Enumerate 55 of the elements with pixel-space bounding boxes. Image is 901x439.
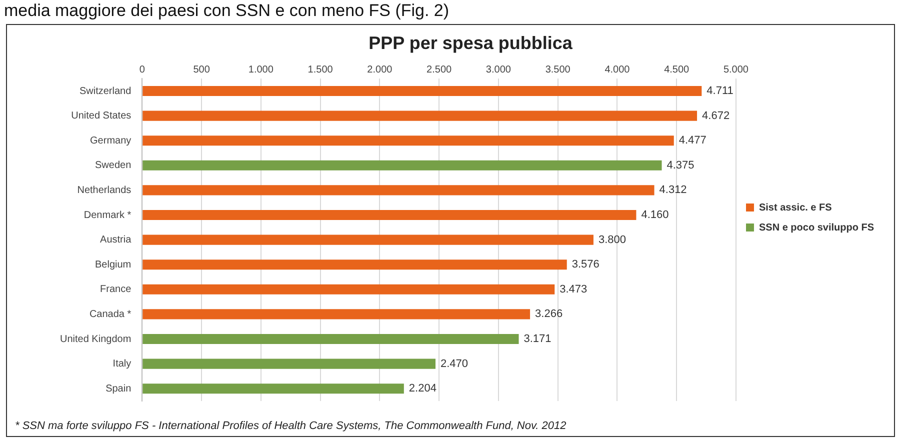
- data-label: 4.672: [702, 110, 730, 122]
- text: media maggiore dei paesi con SSN e con meno FS (Fig. 2): [3, 0, 450, 22]
- legend-label: Sist assic. e FS: [758, 202, 832, 214]
- y-tick-label: France: [100, 284, 132, 296]
- x-tick-label: 2.000: [367, 64, 393, 76]
- bar: [142, 160, 662, 170]
- data-label: 4.160: [641, 209, 669, 222]
- x-tick-label: 5.000: [723, 64, 749, 76]
- x-tick-label: 4.000: [604, 64, 630, 76]
- x-tick-label: 0: [139, 64, 146, 76]
- y-tick-label: Italy: [112, 358, 132, 370]
- data-label: 4.711: [706, 85, 734, 98]
- x-tick-label: 1.000: [248, 64, 274, 76]
- chart-title: PPP per spesa pubblica: [368, 32, 574, 53]
- bar: [142, 136, 674, 146]
- bar: [142, 334, 519, 344]
- legend-label: SSN e poco sviluppo FS: [758, 222, 874, 234]
- y-tick-label: United States: [71, 110, 132, 122]
- y-tick-label: Denmark *: [84, 210, 132, 221]
- x-tick-label: 3.500: [545, 64, 571, 76]
- bar: [142, 358, 436, 369]
- x-tick-label: 3.000: [486, 64, 512, 76]
- data-label: 4.312: [659, 184, 687, 196]
- y-tick-label: Belgium: [95, 259, 132, 270]
- data-label: 2.470: [440, 358, 468, 370]
- y-tick-label: Germany: [90, 135, 132, 146]
- y-tick-label: Austria: [100, 234, 132, 246]
- data-label: 3.473: [560, 283, 588, 296]
- x-tick-label: 500: [193, 64, 210, 76]
- bar: [142, 234, 594, 245]
- data-label: 4.477: [678, 134, 706, 147]
- data-label: 2.204: [408, 382, 436, 395]
- y-tick-label: Canada *: [89, 308, 132, 320]
- text: * SSN ma forte sviluppo FS - International Profiles of Health Care Systems, The Commonwealth Fund, Nov. 2012: [15, 420, 566, 432]
- bar: [142, 284, 555, 294]
- bar: [142, 185, 654, 196]
- x-tick-label: 1.500: [308, 64, 334, 76]
- data-label: 3.171: [524, 333, 552, 346]
- bar: [142, 86, 702, 96]
- bar: [142, 309, 530, 320]
- y-tick-label: Sweden: [95, 160, 132, 172]
- y-tick-label: Spain: [106, 383, 132, 394]
- y-tick-label: Switzerland: [79, 86, 132, 97]
- data-label: 4.375: [666, 159, 694, 172]
- bar: [142, 110, 698, 121]
- bar: [142, 210, 636, 220]
- data-label: 3.266: [535, 308, 563, 320]
- data-label: 3.576: [572, 258, 600, 271]
- data-label: 3.800: [598, 234, 626, 246]
- y-tick-label: United Kingdom: [60, 334, 132, 345]
- bar: [142, 260, 567, 270]
- bar: [142, 384, 404, 394]
- x-tick-label: 2.500: [426, 64, 452, 76]
- x-tick-label: 4.500: [664, 64, 690, 76]
- y-tick-label: Netherlands: [77, 184, 132, 196]
